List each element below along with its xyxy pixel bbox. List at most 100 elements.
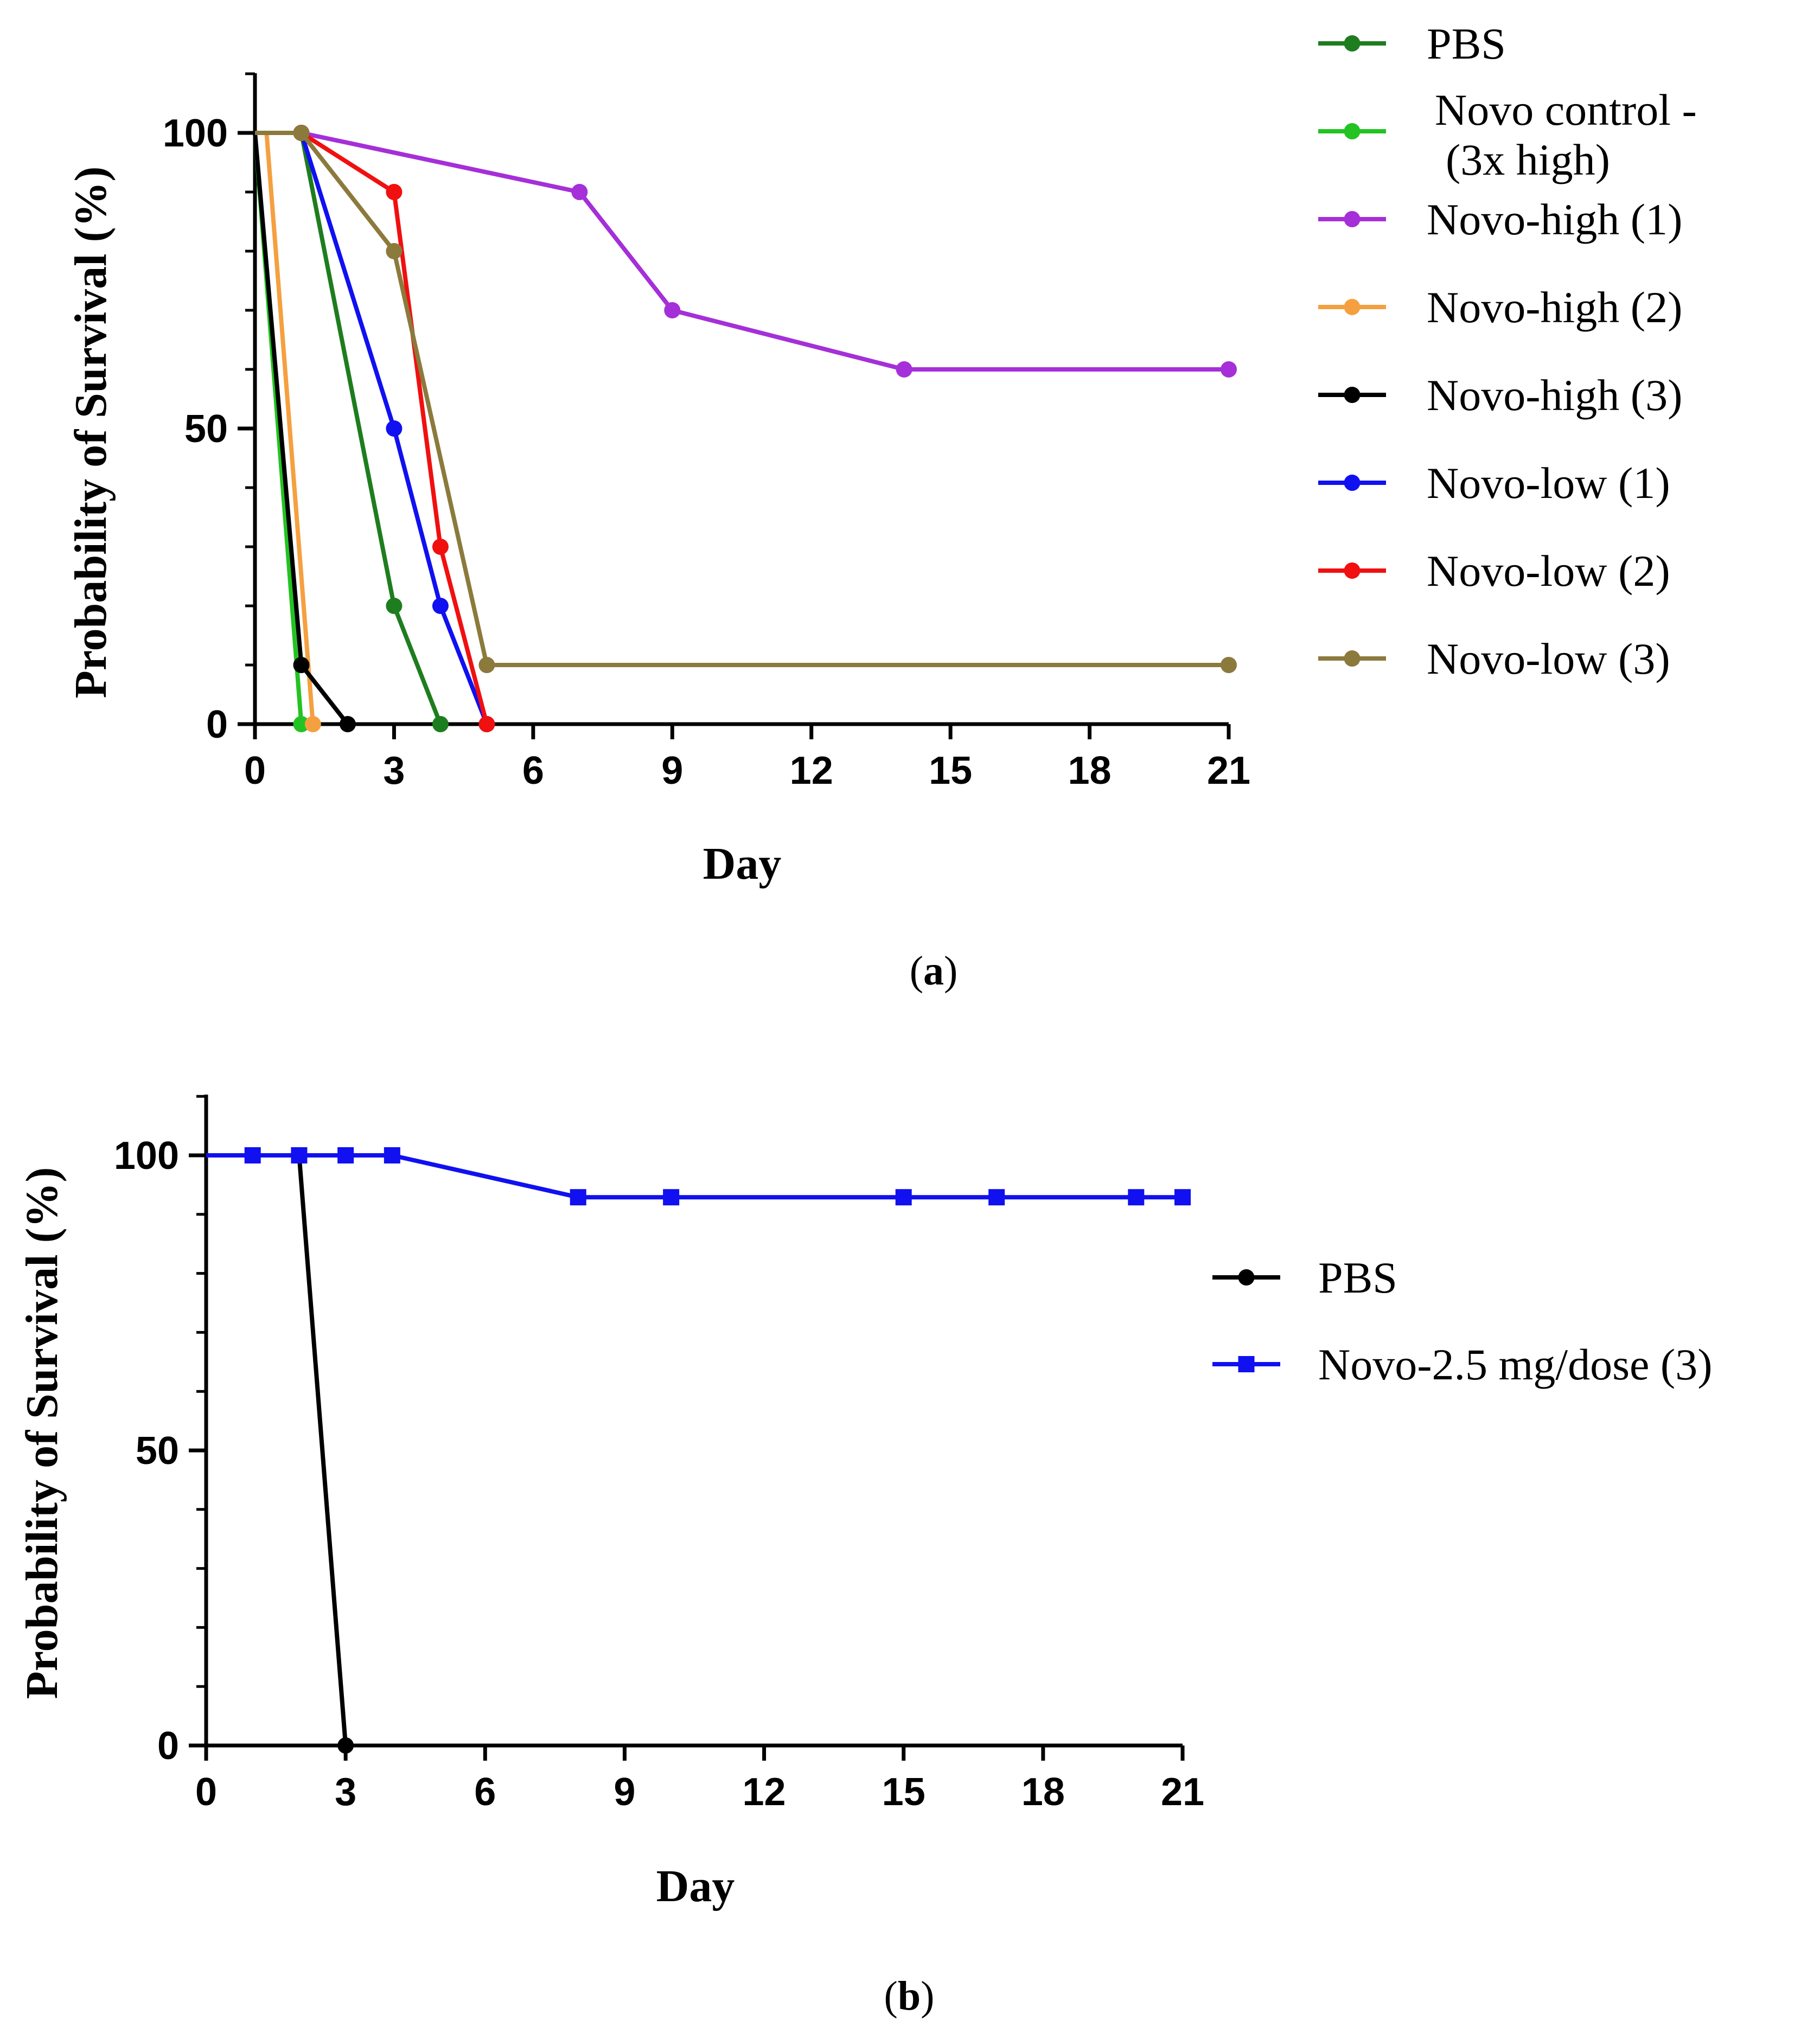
data-point <box>386 184 403 200</box>
data-point <box>293 125 310 141</box>
legend-label: PBS <box>1318 1253 1397 1302</box>
data-point <box>896 361 912 378</box>
data-point <box>1174 1189 1191 1206</box>
data-point <box>339 716 356 732</box>
legend-item: Novo-high (1) <box>1318 195 1682 244</box>
legend-marker <box>1344 123 1361 139</box>
legend-item: Novo-2.5 mg/dose (3) <box>1212 1340 1713 1389</box>
series-line <box>253 132 350 726</box>
data-point <box>384 1147 400 1163</box>
panel-a-caption: (a) <box>910 948 958 994</box>
data-point <box>386 598 403 614</box>
panel-b-y-axis-title: Probability of Survival (%) <box>17 1167 67 1699</box>
legend-marker <box>1238 1356 1255 1372</box>
x-tick-label: 9 <box>614 1770 635 1814</box>
legend-item: Novo-high (2) <box>1318 283 1682 332</box>
legend-marker <box>1344 35 1361 52</box>
data-point <box>570 1189 586 1206</box>
data-point <box>244 1147 261 1163</box>
data-point <box>337 1737 354 1754</box>
data-point <box>1221 657 1237 673</box>
legend-label: Novo-2.5 mg/dose (3) <box>1318 1340 1713 1389</box>
x-tick-label: 12 <box>790 749 833 792</box>
panel-b-tick-labels: 0 3 6 9 12 15 18 21 0 50 100 <box>114 1134 1204 1814</box>
x-tick-label: 6 <box>474 1770 496 1814</box>
data-point <box>291 1147 308 1163</box>
x-tick-label: 15 <box>882 1770 925 1814</box>
legend-label: Novo-high (1) <box>1427 195 1682 244</box>
panel-a-tick-labels: 0 3 6 9 12 15 18 21 0 50 100 <box>163 112 1250 792</box>
panel-b-series <box>206 1147 1191 1754</box>
x-tick-label: 3 <box>383 749 405 792</box>
panel-a-legend: PBS Novo control -(3x high) Novo-high (1) N… <box>1318 19 1697 683</box>
legend-label: Novo-low (3) <box>1427 634 1670 683</box>
data-point <box>386 243 403 259</box>
legend-label: Novo-low (2) <box>1427 546 1670 596</box>
data-point <box>386 420 403 437</box>
data-point <box>478 657 495 673</box>
series-line <box>206 1153 348 1746</box>
legend-item: Novo-high (3) <box>1318 370 1682 420</box>
x-tick-label: 21 <box>1161 1770 1204 1814</box>
y-tick-label: 0 <box>206 703 228 746</box>
x-tick-label: 15 <box>929 749 972 792</box>
legend-label: PBS <box>1427 19 1506 68</box>
panel-b: 0 3 6 9 12 15 18 21 0 50 100 PBS Novo-2.5 mg/dose (… <box>17 1095 1713 2019</box>
legend-label: Novo control - <box>1435 85 1697 135</box>
data-point <box>337 1147 354 1163</box>
data-point <box>432 539 449 555</box>
x-tick-label: 6 <box>522 749 544 792</box>
series-pbs <box>255 125 449 732</box>
x-tick-label: 12 <box>743 1770 786 1814</box>
legend-item: PBS <box>1318 19 1506 68</box>
legend-item: PBS <box>1212 1253 1397 1302</box>
y-tick-label: 100 <box>163 112 228 155</box>
data-point <box>663 1189 680 1206</box>
panel-a: 0 3 6 9 12 15 18 21 0 50 100 PBS Novo control -(3x … <box>66 19 1697 994</box>
x-tick-label: 9 <box>661 749 683 792</box>
legend-marker <box>1344 562 1361 579</box>
series-novo-high-3 <box>253 132 356 732</box>
legend-item: Novo-low (2) <box>1318 546 1670 596</box>
legend-marker <box>1344 650 1361 667</box>
legend-label: Novo-low (1) <box>1427 458 1670 508</box>
series-novo-low-3 <box>255 125 1237 673</box>
legend-marker <box>1344 299 1361 315</box>
y-tick-label: 50 <box>184 407 228 451</box>
legend-marker <box>1344 475 1361 491</box>
legend-item: Novo-low (3) <box>1318 634 1670 683</box>
series-pbs <box>206 1147 354 1754</box>
data-point <box>988 1189 1005 1206</box>
legend-marker <box>1344 211 1361 227</box>
panel-b-x-axis-title: Day <box>656 1861 735 1911</box>
x-tick-label: 0 <box>244 749 266 792</box>
y-tick-label: 0 <box>157 1724 179 1768</box>
y-tick-label: 50 <box>136 1429 179 1473</box>
data-point <box>571 184 588 200</box>
panel-b-caption: (b) <box>884 1973 935 2019</box>
panel-a-y-axis-title: Probability of Survival (%) <box>66 167 116 699</box>
x-tick-label: 21 <box>1207 749 1250 792</box>
panel-a-x-axis-title: Day <box>703 839 782 889</box>
data-point <box>293 657 310 673</box>
legend-marker <box>1238 1269 1255 1286</box>
legend-label: Novo-high (3) <box>1427 370 1682 420</box>
legend-item: Novo-low (1) <box>1318 458 1670 508</box>
data-point <box>293 716 310 732</box>
series-line <box>255 131 1229 667</box>
panel-a-series <box>253 125 1237 732</box>
x-tick-label: 0 <box>195 1770 217 1814</box>
data-point <box>1128 1189 1145 1206</box>
data-point <box>895 1189 912 1206</box>
legend-label-line2: (3x high) <box>1446 135 1610 184</box>
x-tick-label: 3 <box>335 1770 356 1814</box>
data-point <box>1221 361 1237 378</box>
data-point <box>304 716 321 732</box>
series-novo-2-5-mg-dose-3 <box>206 1147 1191 1206</box>
data-point <box>432 716 449 732</box>
panel-b-legend: PBS Novo-2.5 mg/dose (3) <box>1212 1253 1713 1389</box>
data-point <box>432 598 449 614</box>
x-tick-label: 18 <box>1068 749 1112 792</box>
legend-label: Novo-high (2) <box>1427 283 1682 332</box>
